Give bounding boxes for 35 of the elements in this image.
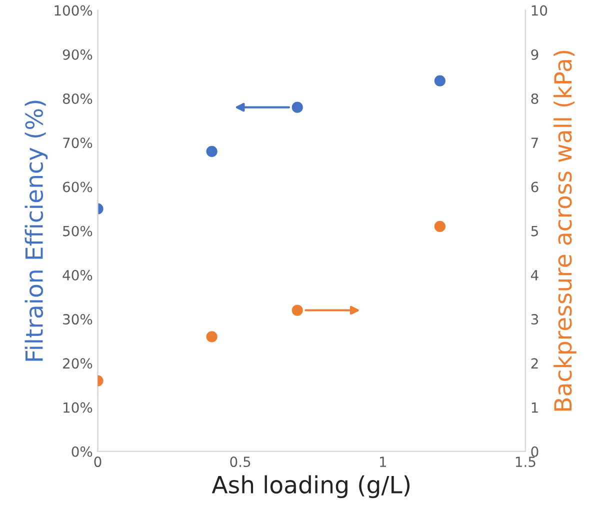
x-tick-label: 0 <box>94 456 102 468</box>
point <box>206 146 218 157</box>
point <box>292 304 303 316</box>
y2-tick-label: 10 <box>532 5 548 16</box>
point <box>292 102 303 113</box>
y2-tick-label: 4 <box>531 270 538 280</box>
point <box>206 331 218 342</box>
point <box>434 220 446 232</box>
y2-tick-label: 6 <box>531 182 538 192</box>
y-tick-label: 10% <box>64 402 92 413</box>
y-axis-title: Filtraion Efficiency (%) <box>24 100 48 361</box>
y2-tick-label: 5 <box>531 226 538 236</box>
x-tick-label: 1.5 <box>516 456 536 468</box>
y2-tick-label: 0 <box>531 446 538 457</box>
y2-tick-label: 8 <box>531 93 538 104</box>
x-tick-label: 1 <box>380 456 386 467</box>
y-tick-label: 40% <box>62 270 92 280</box>
y2-tick-label: 9 <box>531 49 538 60</box>
y-tick-label: 20% <box>63 358 92 369</box>
y-tick-label: 70% <box>63 138 92 148</box>
y-tick-label: 30% <box>63 314 92 325</box>
y-tick-label: 80% <box>62 93 92 104</box>
y-tick-label: 60% <box>63 182 92 192</box>
y2-tick-label: 1 <box>532 402 538 413</box>
y-tick-label: 0% <box>72 446 92 457</box>
y2-tick-label: 7 <box>531 138 538 148</box>
y2-tick-label: 2 <box>531 358 538 368</box>
x-tick-label: 0.5 <box>230 456 250 468</box>
y2-axis-title: Backpressure across wall (kPa) <box>554 50 576 411</box>
y-tick-label: 100% <box>54 5 92 16</box>
y-tick-label: 90% <box>62 49 92 60</box>
x-axis-title: Ash loading (g/L) <box>212 475 410 498</box>
point <box>434 75 446 86</box>
y-tick-label: 50% <box>63 226 92 236</box>
y2-tick-label: 3 <box>531 314 538 325</box>
